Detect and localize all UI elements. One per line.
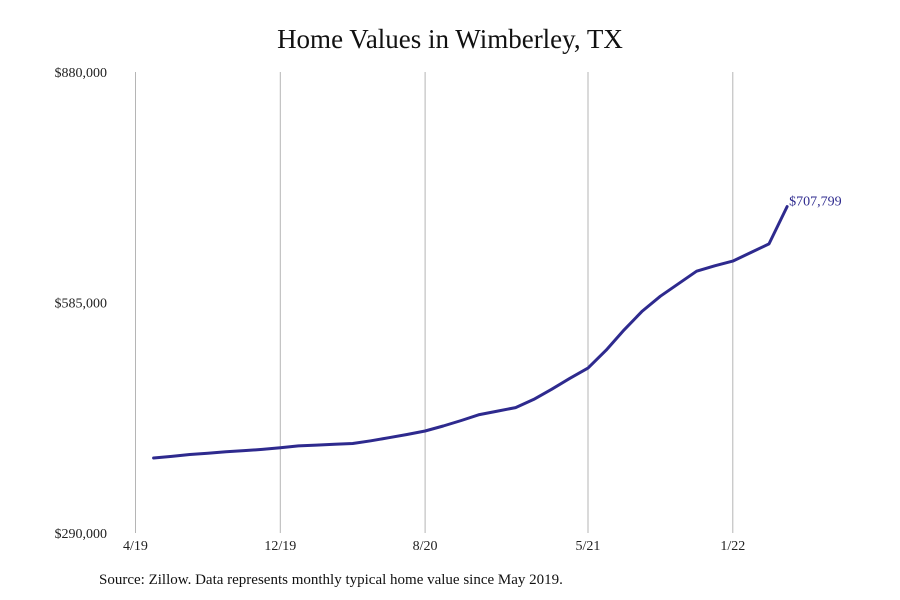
y-tick-label: $290,000 <box>55 527 108 542</box>
x-tick-label: 8/20 <box>413 539 438 554</box>
y-tick-label: $880,000 <box>55 66 108 81</box>
chart-title: Home Values in Wimberley, TX <box>277 24 623 54</box>
x-tick-label: 1/22 <box>720 539 745 554</box>
x-tick-label: 12/19 <box>264 539 296 554</box>
x-tick-label: 4/19 <box>123 539 148 554</box>
series-line <box>152 205 789 460</box>
x-tick-label: 5/21 <box>576 539 601 554</box>
end-value-label: $707,799 <box>789 195 842 210</box>
source-note: Source: Zillow. Data represents monthly … <box>99 572 563 588</box>
y-tick-label: $585,000 <box>55 297 108 312</box>
